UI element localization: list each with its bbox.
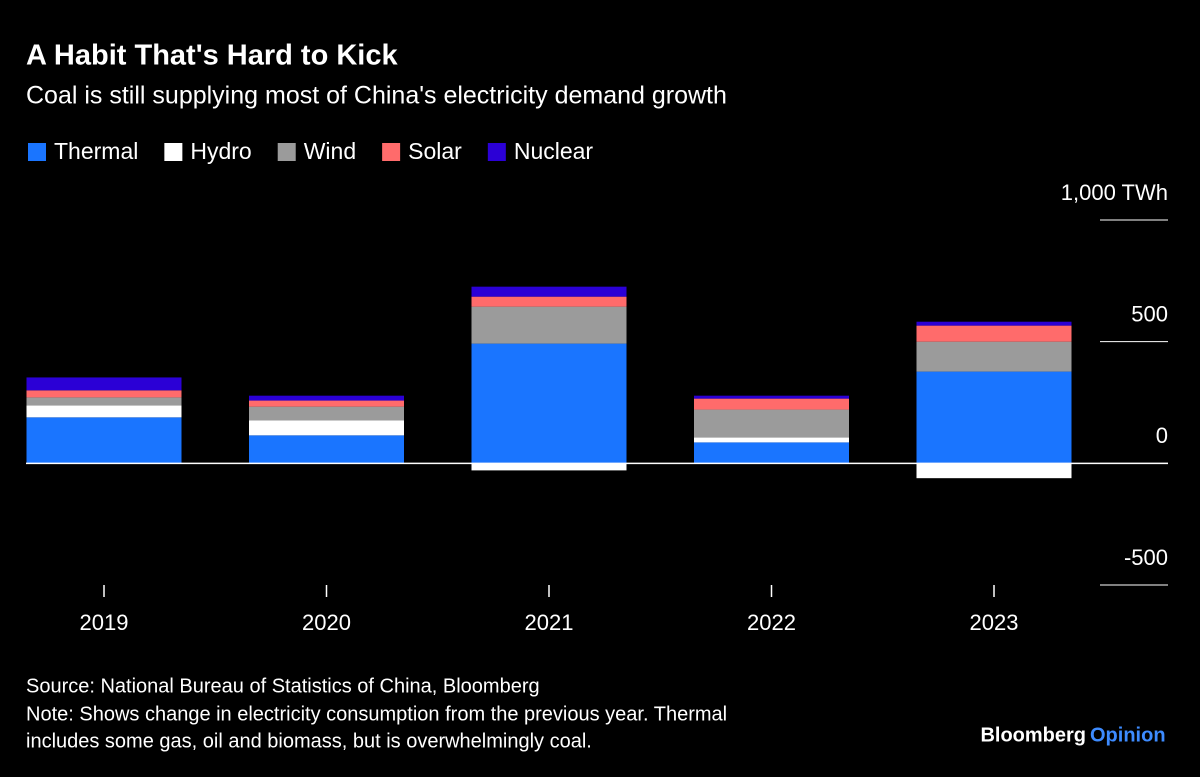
legend-swatch [28,143,46,161]
bar-segment [694,437,849,443]
source: Source: National Bureau of Statistics of… [26,675,540,697]
chart-title: A Habit That's Hard to Kick [26,40,398,72]
y-tick-label: 1,000 TWh [1061,180,1168,205]
brand: Opinion [1090,724,1166,746]
x-tick-label: 2022 [747,610,796,635]
bar-segment [471,463,627,471]
bar-segment [471,296,627,307]
bar-segment [26,417,182,464]
chart-subtitle: Coal is still supplying most of China's … [26,82,727,110]
legend-label: Solar [408,138,462,164]
legend-swatch [487,143,506,161]
bar-segment [694,395,849,399]
bar-segment [249,400,404,407]
x-tick-label: 2021 [525,610,574,635]
bar-segment [249,395,404,401]
bar-segment [249,406,404,421]
bar-segment [471,306,627,344]
legend-label: Wind [304,138,356,164]
legend-swatch [382,143,401,161]
y-tick-label: -500 [1124,545,1168,570]
legend-label: Nuclear [514,138,594,164]
brand: Bloomberg [980,724,1086,746]
bar-segment [249,420,404,436]
bar-segment [916,321,1072,326]
legend-swatch [277,143,296,161]
x-tick-label: 2023 [970,610,1019,635]
bar-segment [26,390,182,398]
bar-segment [26,377,182,391]
bar-segment [694,442,849,464]
bar-segment [471,286,627,297]
bar-segment [694,409,849,438]
bar-segment [916,371,1072,464]
bar-segment [26,405,182,418]
y-tick-label: 0 [1156,423,1168,448]
bar-segment [249,435,404,464]
bar-segment [694,398,849,410]
x-tick-label: 2019 [80,610,129,635]
note: includes some gas, oil and biomass, but … [26,730,592,752]
y-tick-label: 500 [1131,301,1168,326]
note: Note: Shows change in electricity consum… [26,703,727,725]
bar-segment [471,343,627,464]
bar-segment [916,463,1072,479]
legend-label: Hydro [190,138,251,164]
bar-segment [916,341,1072,372]
bar-segment [916,325,1072,342]
legend-swatch [164,143,183,161]
bar-segment [26,397,182,406]
legend-label: Thermal [54,138,138,164]
x-tick-label: 2020 [302,610,351,635]
